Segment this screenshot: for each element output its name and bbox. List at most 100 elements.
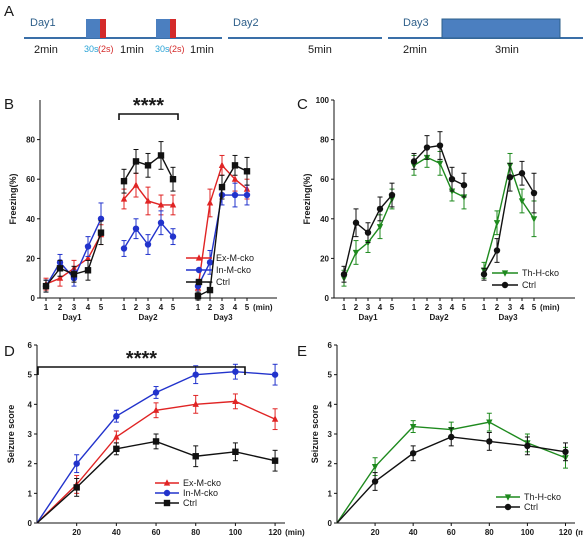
data-point [70, 271, 78, 278]
x-tick-label: 5 [462, 303, 467, 312]
y-tick-label: 80 [26, 136, 35, 145]
x-tick-label: 4 [520, 303, 525, 312]
y-tick-label: 6 [328, 341, 333, 350]
chart-panel-d: 0 1 2 3 4 5 6 Seizure score 20 40 60 80 100 120 (min) E… [6, 341, 305, 537]
data-point [409, 423, 417, 431]
shock-box-1 [100, 19, 106, 38]
day3-tone-box [441, 18, 561, 39]
data-point [192, 371, 199, 378]
shock1-label: (2s) [98, 44, 114, 54]
data-point [271, 415, 279, 422]
legend-label: Ex-M-cko [216, 253, 254, 263]
legend-label: In-M-cko [216, 265, 251, 275]
y-tick-label: 60 [320, 175, 329, 184]
x-tick-label: 5 [99, 303, 104, 312]
data-point [194, 292, 202, 300]
x-tick-label: 3 [72, 303, 77, 312]
data-point [113, 445, 120, 453]
x-group-label: Day2 [429, 313, 449, 322]
data-point [157, 219, 165, 226]
y-tick-label: 5 [28, 371, 33, 380]
data-point [364, 229, 372, 236]
day2-label: Day2 [233, 17, 259, 29]
y-tick-label: 0 [325, 294, 330, 303]
x-tick-label: 3 [438, 303, 443, 312]
data-point [364, 239, 372, 247]
x-tick-label: 20 [371, 528, 380, 537]
x-group-label: Day1 [62, 313, 82, 322]
data-point [73, 484, 80, 491]
significance-label: **** [126, 348, 157, 370]
x-tick-label: 3 [146, 303, 151, 312]
data-point [97, 229, 105, 236]
data-point [192, 453, 199, 460]
series-Th-H-cko [340, 147, 538, 287]
x-group-label: Day3 [213, 313, 233, 322]
legend-marker [504, 503, 512, 511]
legend-marker [195, 254, 203, 261]
data-point [169, 176, 177, 183]
day1-label: Day1 [30, 17, 56, 29]
y-tick-label: 0 [31, 294, 36, 303]
data-point [132, 225, 140, 232]
data-point [152, 389, 160, 396]
data-point [371, 464, 379, 471]
panel-a-timeline: A Day1 Day2 Day3 2min 30s (2s) 1min 30s … [4, 3, 583, 56]
data-point [113, 433, 120, 440]
data-point [157, 152, 165, 159]
data-point [409, 450, 417, 457]
data-point [448, 433, 455, 441]
panel-letter-a: A [4, 3, 14, 20]
series-Ctrl [42, 141, 251, 301]
x-tick-label: 4 [450, 303, 455, 312]
day3-label: Day3 [403, 17, 429, 29]
data-point [376, 205, 384, 213]
data-point [232, 448, 239, 455]
x-tick-label: 1 [44, 303, 49, 312]
data-point [232, 368, 239, 375]
data-point [56, 274, 64, 281]
significance-bracket [118, 113, 179, 120]
y-tick-label: 40 [26, 215, 35, 224]
series-Ctrl [336, 427, 569, 524]
x-tick-label: 1 [412, 303, 417, 312]
x-tick-label: 120 [268, 528, 282, 537]
data-point [152, 406, 160, 413]
x-tick-label: 2 [354, 303, 359, 312]
data-point [388, 191, 396, 199]
shock-box-2 [170, 19, 176, 38]
y-axis-label: Seizure score [6, 405, 16, 464]
y-tick-label: 100 [316, 96, 330, 105]
data-point [271, 457, 279, 464]
data-point [486, 438, 493, 445]
x-tick-label: 2 [495, 303, 500, 312]
y-tick-label: 3 [328, 430, 333, 439]
x-tick-label: 60 [447, 528, 456, 537]
x-tick-label: 5 [171, 303, 176, 312]
data-point [132, 158, 140, 165]
x-tick-label: 1 [196, 303, 201, 312]
day1-duration-3: 1min [190, 44, 214, 56]
x-group-label: Day1 [358, 313, 378, 322]
x-group-label: Day2 [138, 313, 158, 322]
x-tick-label: 4 [86, 303, 91, 312]
day3-duration-1: 2min [403, 44, 427, 56]
x-tick-label: 2 [208, 303, 213, 312]
x-tick-label: 3 [220, 303, 225, 312]
series-In-M-cko [36, 363, 279, 524]
x-tick-label: 1 [342, 303, 347, 312]
y-tick-label: 80 [320, 136, 329, 145]
data-point [436, 142, 444, 149]
data-point [486, 419, 493, 426]
legend-marker [195, 266, 203, 274]
data-point [376, 224, 384, 231]
data-point [480, 271, 488, 278]
data-point [206, 286, 214, 294]
data-point [113, 413, 120, 420]
x-tick-label: 1 [482, 303, 487, 312]
y-tick-label: 4 [328, 400, 333, 409]
y-tick-label: 2 [328, 460, 333, 469]
data-point [152, 438, 160, 445]
